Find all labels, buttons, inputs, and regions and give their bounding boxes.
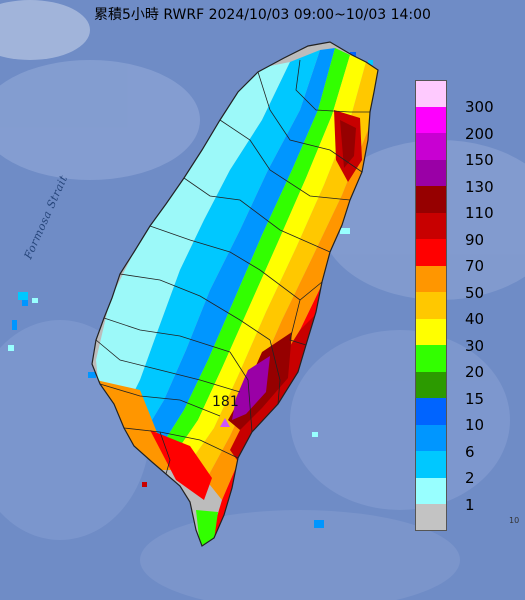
legend-swatch bbox=[415, 451, 447, 478]
legend-row: 1 bbox=[415, 477, 521, 514]
legend-row: 130 bbox=[415, 159, 521, 196]
legend-swatch bbox=[415, 371, 447, 398]
legend-tick-label: 2 bbox=[465, 469, 475, 487]
legend-swatch bbox=[415, 106, 447, 133]
legend-tick-label: 40 bbox=[465, 310, 485, 328]
legend-row: 30 bbox=[415, 318, 521, 355]
legend-row: 110 bbox=[415, 186, 521, 222]
legend-tick-label: 1 bbox=[465, 495, 475, 514]
legend-swatch bbox=[415, 292, 447, 319]
credit-text: 10 bbox=[509, 516, 520, 525]
legend-tick-label: 200 bbox=[465, 124, 494, 143]
legend-row: 200 bbox=[415, 106, 521, 143]
legend-row: 20 bbox=[415, 345, 521, 381]
legend-row: 70 bbox=[415, 239, 521, 275]
legend-swatch bbox=[415, 265, 447, 292]
legend-tick-label: 70 bbox=[465, 257, 485, 275]
legend-row: 150 bbox=[415, 133, 521, 169]
legend-row: 90 bbox=[415, 212, 521, 249]
legend-row bbox=[415, 504, 521, 531]
legend-tick-label: 150 bbox=[465, 151, 494, 169]
legend-tick-label: 10 bbox=[465, 416, 485, 434]
legend-swatch bbox=[415, 212, 447, 239]
legend-tick-label: 300 bbox=[465, 98, 494, 116]
legend-swatch bbox=[415, 133, 447, 160]
legend-tick-label: 20 bbox=[465, 363, 485, 381]
county-borders bbox=[95, 59, 370, 475]
max-rainfall-label: 181 bbox=[212, 394, 239, 410]
legend-tick-label: 6 bbox=[465, 442, 475, 461]
legend-swatch bbox=[415, 159, 447, 186]
rainfall-legend: 300 200 150 130 110 90 70 50 40 30 20 15 10 6 2 1 bbox=[415, 80, 521, 531]
legend-row: 6 bbox=[415, 424, 521, 461]
legend-row: 300 bbox=[415, 80, 521, 116]
legend-swatch bbox=[415, 345, 447, 372]
legend-swatch bbox=[415, 424, 447, 451]
legend-row: 40 bbox=[415, 292, 521, 328]
legend-tick-label: 90 bbox=[465, 230, 485, 249]
legend-swatch bbox=[415, 80, 447, 107]
legend-tick-label: 15 bbox=[465, 389, 485, 408]
legend-swatch bbox=[415, 186, 447, 213]
legend-tick-label: 130 bbox=[465, 177, 494, 196]
legend-swatch bbox=[415, 398, 447, 425]
legend-row: 2 bbox=[415, 451, 521, 487]
legend-tick-label: 50 bbox=[465, 283, 485, 302]
island-outline bbox=[91, 41, 379, 547]
legend-row: 15 bbox=[415, 371, 521, 408]
legend-swatch bbox=[415, 504, 447, 531]
legend-row: 10 bbox=[415, 398, 521, 434]
legend-tick-label: 30 bbox=[465, 336, 485, 355]
legend-swatch bbox=[415, 239, 447, 266]
legend-swatch bbox=[415, 318, 447, 345]
max-rainfall-marker-icon bbox=[220, 418, 230, 427]
map-title: 累積5小時 RWRF 2024/10/03 09:00~10/03 14:00 bbox=[94, 7, 431, 23]
legend-tick-label: 110 bbox=[465, 204, 494, 222]
legend-row: 50 bbox=[415, 265, 521, 302]
legend-swatch bbox=[415, 477, 447, 504]
